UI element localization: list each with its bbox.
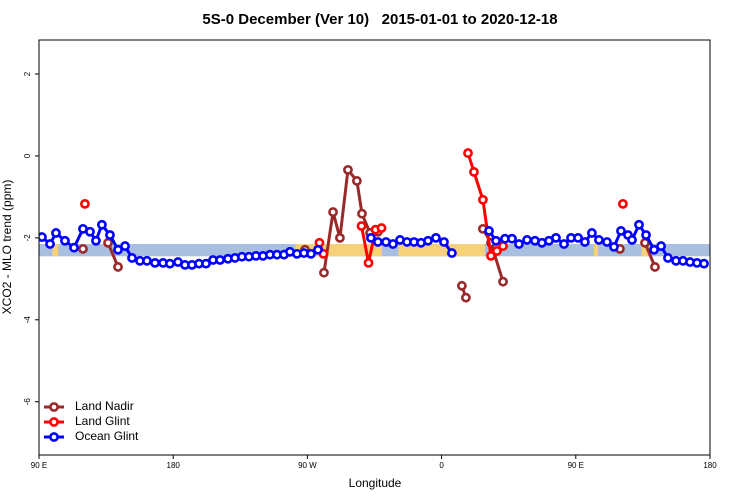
series-point xyxy=(113,262,123,272)
series-point xyxy=(602,237,612,247)
series xyxy=(39,219,709,270)
series-point xyxy=(201,258,211,269)
series-point xyxy=(461,292,471,303)
series-point xyxy=(105,230,115,240)
series-point xyxy=(150,257,160,268)
y-tick-label: -2 xyxy=(23,234,32,242)
series-point xyxy=(113,244,123,255)
series-point xyxy=(587,228,597,238)
x-tick-label: 90 E xyxy=(31,461,47,470)
series-point xyxy=(343,164,353,175)
series-point xyxy=(80,198,90,209)
series-point xyxy=(446,248,457,258)
series-point xyxy=(663,253,673,263)
series-point xyxy=(78,244,88,254)
series-point xyxy=(618,198,628,209)
series-point xyxy=(60,235,70,246)
y-tick-label: 0 xyxy=(23,153,32,158)
legend-marker xyxy=(49,417,59,427)
x-tick-label: 90 W xyxy=(298,461,317,470)
series-point xyxy=(507,233,517,244)
series-point xyxy=(363,257,374,268)
legend-marker xyxy=(49,432,59,442)
series-point xyxy=(319,267,329,278)
series-point xyxy=(335,232,345,243)
series-point xyxy=(491,235,501,246)
series-point xyxy=(616,226,626,236)
series-point xyxy=(120,241,130,251)
series-point xyxy=(69,242,79,253)
series-point xyxy=(91,235,101,246)
series-point xyxy=(127,253,137,263)
series-point xyxy=(366,232,376,243)
series-point xyxy=(439,237,449,247)
series-point xyxy=(609,241,619,252)
series-point xyxy=(431,232,441,243)
series-point xyxy=(456,280,467,291)
series-point xyxy=(352,176,362,186)
highlight-range xyxy=(593,244,599,257)
legend-label: Land Glint xyxy=(75,414,130,428)
series-point xyxy=(328,207,338,217)
series-point xyxy=(551,232,561,243)
x-tick-label: 90 E xyxy=(568,461,584,470)
series-point xyxy=(423,235,433,246)
legend-label: Ocean Glint xyxy=(75,429,139,443)
series-point xyxy=(142,255,152,266)
series-point xyxy=(97,219,107,230)
series-point xyxy=(498,276,508,287)
series-point xyxy=(573,232,583,243)
series-point xyxy=(522,235,532,245)
y-tick-label: 2 xyxy=(23,71,32,76)
series-point xyxy=(85,226,95,237)
series-point xyxy=(51,228,61,238)
y-axis-label: XCO2 - MLO trend (ppm) xyxy=(0,180,14,315)
x-tick-label: 0 xyxy=(439,461,444,470)
series-point xyxy=(103,237,113,248)
series-point xyxy=(373,237,383,247)
series-point xyxy=(463,148,473,158)
series-point xyxy=(594,235,604,245)
series-point xyxy=(313,244,323,255)
series-point xyxy=(165,258,175,269)
legend-label: Land Nadir xyxy=(75,399,134,413)
series-point xyxy=(634,219,644,230)
series-point xyxy=(388,239,398,249)
plot-frame xyxy=(38,39,711,456)
x-tick-label: 180 xyxy=(167,461,181,470)
series-point xyxy=(486,250,496,261)
series-point xyxy=(376,223,387,233)
series-point xyxy=(39,232,47,242)
highlight-range xyxy=(641,244,649,257)
legend-marker xyxy=(49,402,59,412)
series-point xyxy=(641,230,651,240)
series-point xyxy=(215,255,225,265)
y-tick-label: -4 xyxy=(23,316,32,324)
series-point xyxy=(306,248,316,259)
x-tick-label: 180 xyxy=(703,461,717,470)
series-point xyxy=(484,226,494,236)
series-point xyxy=(492,246,502,256)
series-point xyxy=(478,194,488,205)
series-point xyxy=(514,239,524,249)
chart-title: 5S-0 December (Ver 10) 2015-01-01 to 202… xyxy=(202,11,557,28)
series-point xyxy=(650,262,660,272)
series-point xyxy=(469,167,479,177)
series-point xyxy=(627,235,637,245)
highlight-range xyxy=(52,244,59,257)
x-axis-label: Longitude xyxy=(349,476,402,490)
series-point xyxy=(656,241,666,251)
y-tick-label: -6 xyxy=(23,398,32,406)
series-point xyxy=(45,239,55,249)
series-point xyxy=(356,221,367,231)
series-point xyxy=(579,237,590,247)
series-point xyxy=(559,239,569,249)
series-point xyxy=(699,258,709,269)
series-point xyxy=(649,244,659,255)
series-point xyxy=(357,208,367,219)
